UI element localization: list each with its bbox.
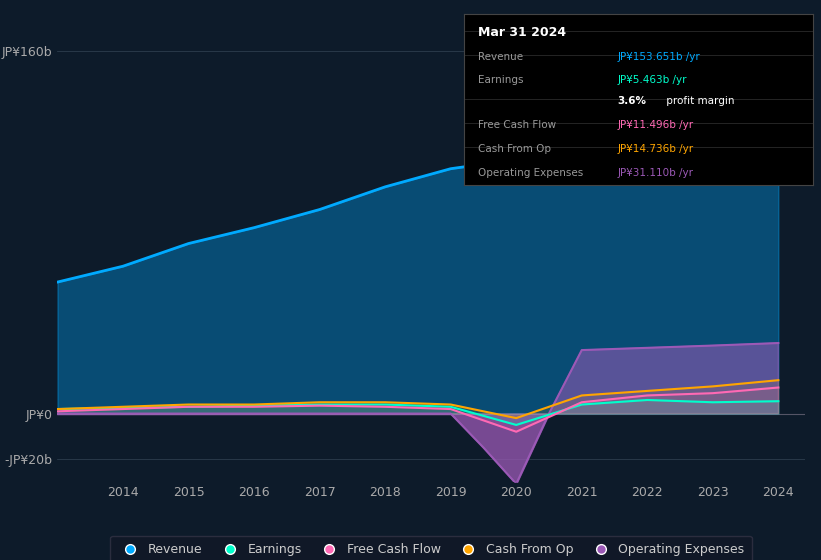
Text: JP¥31.110b /yr: JP¥31.110b /yr bbox=[617, 168, 694, 178]
Text: Operating Expenses: Operating Expenses bbox=[478, 168, 583, 178]
Text: JP¥14.736b /yr: JP¥14.736b /yr bbox=[617, 144, 694, 154]
Text: Cash From Op: Cash From Op bbox=[478, 144, 551, 154]
Text: JP¥11.496b /yr: JP¥11.496b /yr bbox=[617, 120, 694, 130]
Text: JP¥153.651b /yr: JP¥153.651b /yr bbox=[617, 52, 700, 62]
Text: Free Cash Flow: Free Cash Flow bbox=[478, 120, 556, 130]
Text: profit margin: profit margin bbox=[663, 96, 734, 106]
Text: Mar 31 2024: Mar 31 2024 bbox=[478, 26, 566, 39]
Text: JP¥5.463b /yr: JP¥5.463b /yr bbox=[617, 76, 687, 86]
Text: Revenue: Revenue bbox=[478, 52, 523, 62]
Text: Earnings: Earnings bbox=[478, 76, 523, 86]
Legend: Revenue, Earnings, Free Cash Flow, Cash From Op, Operating Expenses: Revenue, Earnings, Free Cash Flow, Cash … bbox=[110, 536, 752, 560]
Text: 3.6%: 3.6% bbox=[617, 96, 646, 106]
